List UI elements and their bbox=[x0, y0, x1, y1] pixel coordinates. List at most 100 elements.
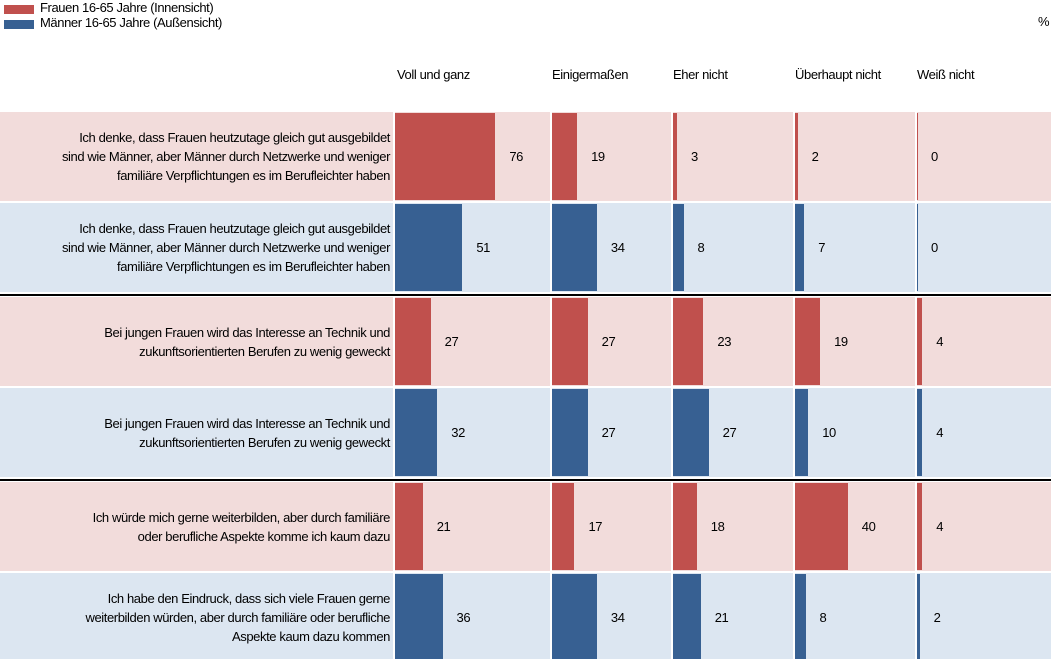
column-separator bbox=[915, 297, 917, 386]
bar bbox=[795, 113, 798, 200]
group-separator bbox=[0, 294, 1051, 296]
column-separator bbox=[915, 388, 917, 477]
column-separator bbox=[915, 112, 917, 201]
row-label-line: Ich habe den Eindruck, dass sich viele F… bbox=[107, 591, 391, 606]
row-label-line: familiäre Verpflichtungen es im Beruflei… bbox=[117, 168, 390, 183]
value-label: 27 bbox=[722, 424, 737, 440]
row-label-line: sind wie Männer, aber Männer durch Netzw… bbox=[61, 149, 390, 164]
value-label: 51 bbox=[476, 239, 490, 255]
bar bbox=[917, 389, 923, 476]
column-separator bbox=[671, 112, 673, 201]
column-separator bbox=[671, 203, 673, 292]
bar bbox=[673, 298, 704, 385]
row-label: Bei jungen Frauen wird das Interesse an … bbox=[104, 388, 390, 477]
column-separator bbox=[550, 112, 552, 201]
value-label: 34 bbox=[610, 239, 625, 255]
row-label-line: weiterbilden würden, aber durch familiär… bbox=[85, 610, 390, 625]
value-label: 2 bbox=[811, 148, 819, 164]
value-label: 32 bbox=[451, 424, 465, 440]
value-label: 17 bbox=[588, 518, 603, 534]
column-separator bbox=[393, 482, 395, 571]
column-separator bbox=[550, 297, 552, 386]
value-label: 27 bbox=[601, 424, 616, 440]
bar bbox=[673, 389, 709, 476]
column-separator bbox=[793, 573, 795, 659]
column-separator bbox=[550, 388, 552, 477]
row-label-line: Ich denke, dass Frauen heutzutage gleich… bbox=[79, 221, 390, 236]
column-header: Weiß nicht bbox=[917, 67, 975, 82]
column-separator bbox=[915, 203, 917, 292]
row-label-line: familiäre Verpflichtungen es im Beruflei… bbox=[117, 259, 390, 274]
row-label-line: Ich denke, dass Frauen heutzutage gleich… bbox=[79, 130, 390, 145]
column-separator bbox=[393, 203, 395, 292]
value-label: 4 bbox=[936, 518, 944, 534]
value-label: 4 bbox=[936, 333, 944, 349]
column-separator bbox=[671, 297, 673, 386]
value-label: 8 bbox=[697, 239, 705, 255]
value-label: 18 bbox=[710, 518, 725, 534]
legend-swatch bbox=[4, 20, 34, 29]
value-label: 3 bbox=[690, 148, 698, 164]
column-header: Eher nicht bbox=[673, 67, 728, 82]
row-label-line: Ich würde mich gerne weiterbilden, aber … bbox=[92, 509, 391, 525]
row-label-line: Bei jungen Frauen wird das Interesse an … bbox=[104, 415, 390, 431]
column-separator bbox=[393, 297, 395, 386]
column-separator bbox=[793, 112, 795, 201]
bar bbox=[552, 483, 575, 570]
row-label-line: sind wie Männer, aber Männer durch Netzw… bbox=[61, 240, 390, 255]
bar bbox=[795, 483, 848, 570]
value-label: 7 bbox=[818, 239, 826, 255]
value-label: 21 bbox=[714, 609, 729, 625]
column-separator bbox=[550, 203, 552, 292]
bar bbox=[917, 204, 918, 291]
column-header: Voll und ganz bbox=[397, 67, 470, 82]
value-label: 27 bbox=[444, 333, 459, 349]
bar bbox=[552, 298, 588, 385]
column-separator bbox=[550, 482, 552, 571]
value-label: 0 bbox=[931, 239, 938, 255]
column-header: Einigermaßen bbox=[552, 67, 629, 82]
row-background bbox=[0, 112, 1051, 201]
bar bbox=[917, 483, 923, 570]
row-background bbox=[0, 388, 1051, 477]
column-separator bbox=[793, 388, 795, 477]
value-label: 21 bbox=[436, 518, 451, 534]
column-separator bbox=[793, 203, 795, 292]
value-label: 19 bbox=[591, 148, 605, 164]
bar bbox=[395, 389, 438, 476]
bar bbox=[795, 298, 821, 385]
bar bbox=[673, 574, 701, 659]
bar bbox=[673, 483, 697, 570]
row-label-line: oder berufliche Aspekte komme ich kaum d… bbox=[137, 528, 391, 544]
value-label: 4 bbox=[936, 424, 944, 440]
column-separator bbox=[793, 482, 795, 571]
column-separator bbox=[915, 573, 917, 659]
row-label: Ich habe den Eindruck, dass sich viele F… bbox=[85, 573, 390, 659]
bar bbox=[552, 574, 597, 659]
bar bbox=[395, 483, 423, 570]
column-separator bbox=[393, 388, 395, 477]
row-background bbox=[0, 482, 1051, 571]
bar bbox=[795, 574, 806, 659]
row-label: Ich denke, dass Frauen heutzutage gleich… bbox=[62, 203, 390, 292]
bar bbox=[673, 113, 677, 200]
row-label-line: Bei jungen Frauen wird das Interesse an … bbox=[104, 324, 390, 340]
bar bbox=[395, 574, 443, 659]
column-separator bbox=[671, 573, 673, 659]
row-label: Bei jungen Frauen wird das Interesse an … bbox=[104, 297, 390, 386]
column-separator bbox=[671, 482, 673, 571]
value-label: 8 bbox=[819, 609, 827, 625]
bar bbox=[917, 298, 923, 385]
row-background bbox=[0, 203, 1051, 292]
column-separator bbox=[915, 482, 917, 571]
column-header: Überhaupt nicht bbox=[795, 67, 881, 82]
row-label: Ich würde mich gerne weiterbilden, aber … bbox=[92, 482, 391, 571]
value-label: 2 bbox=[933, 609, 941, 625]
row-label-line: zukunftsorientierten Berufen zu wenig ge… bbox=[139, 343, 390, 359]
row-background bbox=[0, 573, 1051, 659]
bar bbox=[552, 204, 597, 291]
value-label: 27 bbox=[601, 333, 616, 349]
value-label: 10 bbox=[822, 424, 836, 440]
bar bbox=[673, 204, 684, 291]
